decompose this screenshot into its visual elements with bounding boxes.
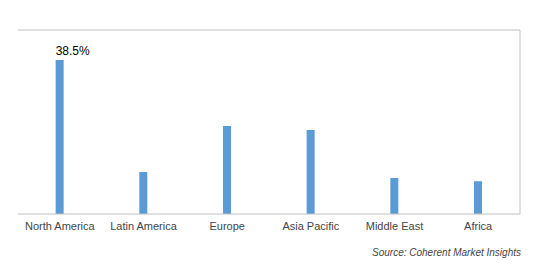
svg-text:38.5%: 38.5% [56,44,90,58]
svg-text:Africa: Africa [464,220,493,232]
svg-text:North America: North America [25,220,96,232]
svg-text:Latin America: Latin America [110,220,178,232]
svg-text:Middle East: Middle East [366,220,423,232]
html-text:Source: Coherent Market Insigh: Source: Coherent Market Insights [372,247,521,258]
svg-text:Asia Pacific: Asia Pacific [282,220,339,232]
svg-text:Europe: Europe [209,220,244,232]
